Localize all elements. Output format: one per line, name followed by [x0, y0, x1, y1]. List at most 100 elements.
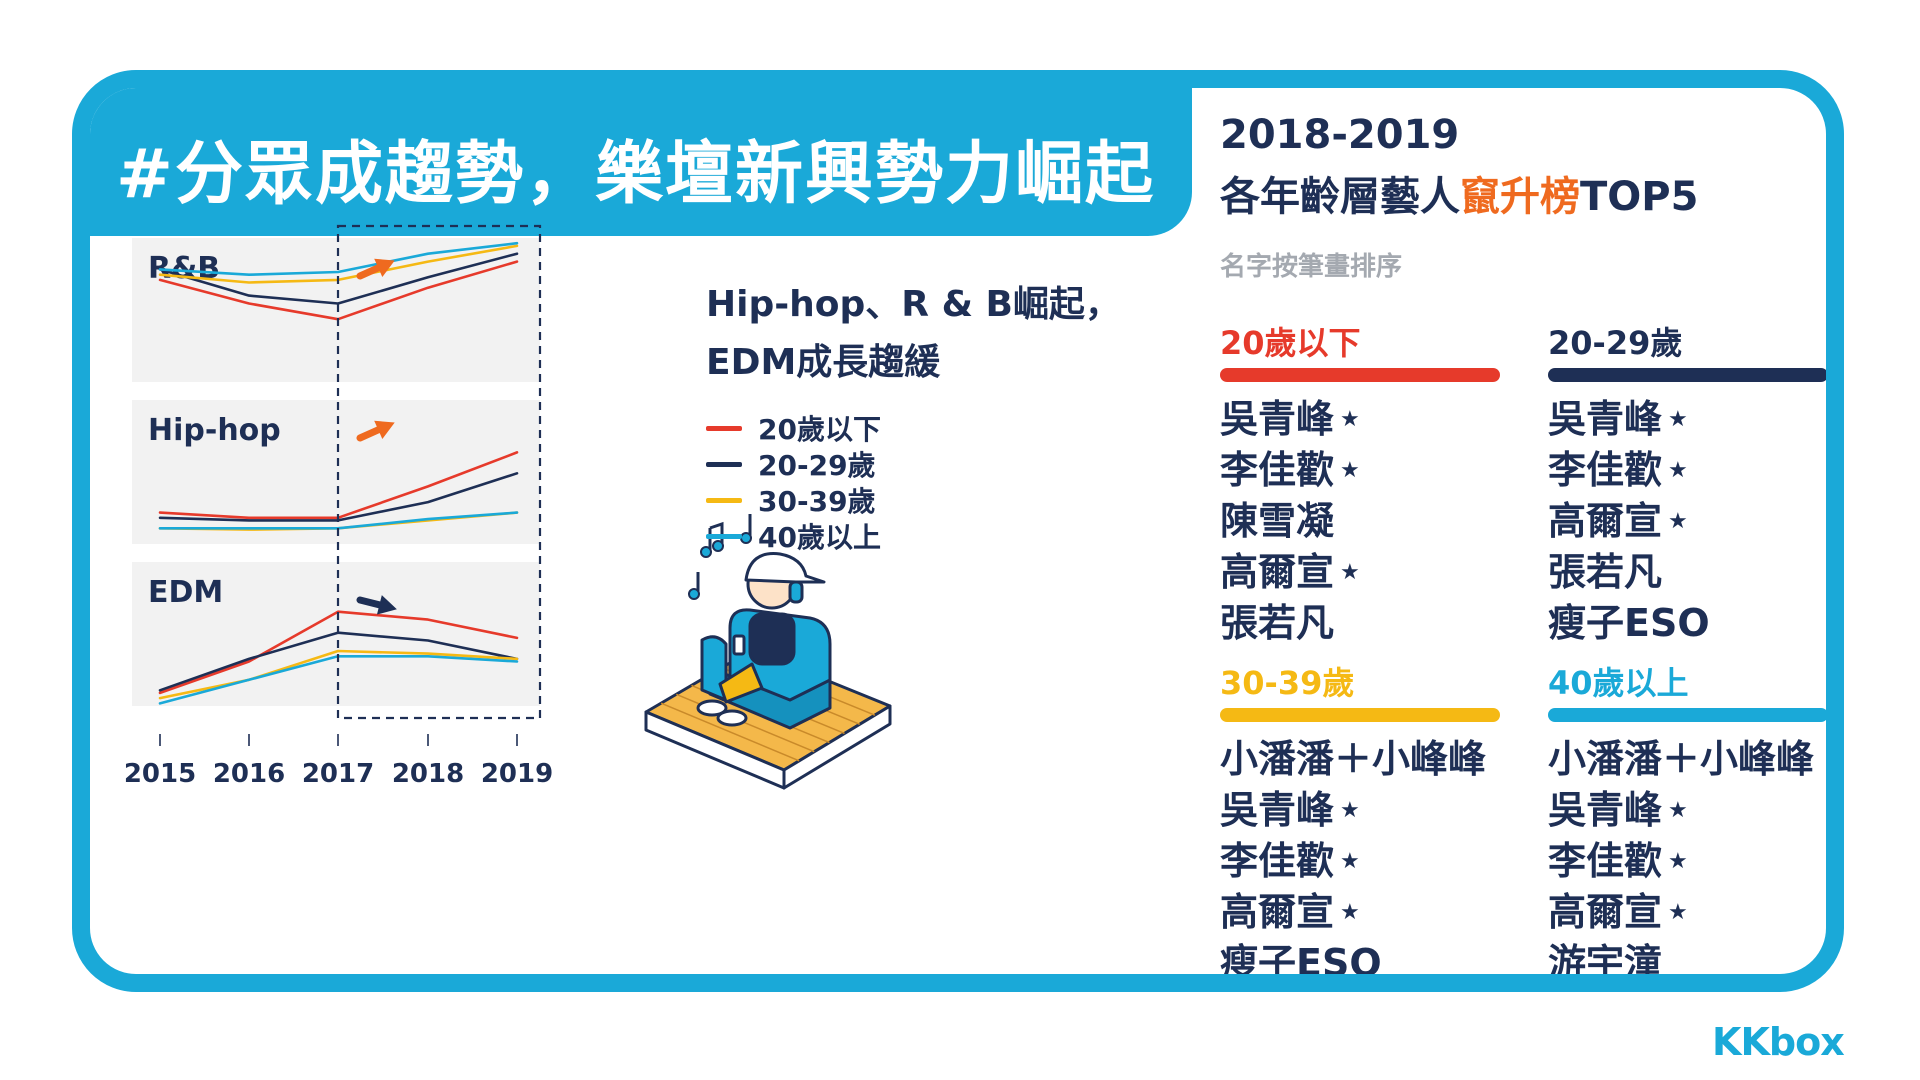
artist-item: 瘦子ESO — [1548, 598, 1826, 649]
artist-name: 瘦子ESO — [1220, 941, 1382, 985]
x-tick-label: 2017 — [302, 759, 374, 789]
series-line — [158, 241, 519, 276]
artist-name: 高爾宣 — [1548, 890, 1663, 934]
artist-item: 吳青峰 ★ — [1220, 785, 1520, 836]
legend-item: 20歲以下 — [706, 410, 881, 446]
legend-item: 20-29歲 — [706, 446, 881, 482]
artist-name: 小潘潘＋小峰峰 — [1548, 737, 1815, 781]
age-group-bar — [1220, 368, 1500, 382]
star-icon: ★ — [1340, 849, 1360, 874]
trend-arrow-shaft — [356, 424, 386, 442]
artist-item: 高爾宣 ★ — [1548, 496, 1826, 547]
star-icon: ★ — [1668, 849, 1688, 874]
artist-name: 游宇潼 — [1548, 941, 1663, 985]
age-group-column: 40歲以上 小潘潘＋小峰峰 吳青峰 ★ 李佳歡 ★ 高爾宣 ★ 游宇潼 — [1548, 658, 1826, 985]
legend-item: 30-39歲 — [706, 482, 881, 518]
artist-item: 陳雪凝 — [1220, 496, 1520, 547]
legend-label: 40歲以上 — [758, 521, 881, 554]
series-line — [158, 610, 519, 695]
artist-item: 高爾宣 ★ — [1220, 887, 1520, 938]
trend-arrow-head — [376, 595, 397, 615]
x-tick-label: 2018 — [392, 759, 464, 789]
person-leg — [718, 662, 764, 704]
person-cap — [744, 552, 826, 584]
artist-item: 張若凡 — [1548, 547, 1826, 598]
music-note-head — [712, 540, 724, 552]
chart-legend: 20歲以下 20-29歲 30-39歲 40歲以上 — [706, 410, 881, 554]
ranking-title: 各年齡層藝人竄升榜TOP5 — [1220, 164, 1698, 222]
artist-name: 李佳歡 — [1548, 448, 1663, 492]
trend-arrow — [356, 420, 395, 442]
artist-item: 瘦子ESO — [1220, 938, 1520, 985]
age-group-label: 30-39歲 — [1220, 664, 1355, 702]
music-note-head — [688, 588, 700, 600]
artist-name: 李佳歡 — [1548, 839, 1663, 883]
artist-item: 游宇潼 — [1548, 938, 1826, 985]
artist-name: 李佳歡 — [1220, 839, 1335, 883]
artist-item: 高爾宣 ★ — [1220, 547, 1520, 598]
star-icon: ★ — [1668, 458, 1688, 483]
trend-arrow — [356, 258, 395, 280]
series-line — [158, 252, 519, 305]
person-torso — [748, 612, 796, 666]
wood-platform-side — [782, 704, 892, 790]
artist-item: 高爾宣 ★ — [1548, 887, 1826, 938]
shoe — [716, 709, 748, 727]
x-tick-label: 2019 — [481, 759, 553, 789]
artist-item: 吳青峰 ★ — [1548, 394, 1826, 445]
artist-name: 高爾宣 — [1548, 499, 1663, 543]
star-icon: ★ — [1340, 560, 1360, 585]
age-group-label: 40歲以上 — [1548, 664, 1689, 702]
trend-arrow — [356, 595, 397, 615]
legend-swatch — [706, 497, 742, 503]
star-icon: ★ — [1668, 407, 1688, 432]
sort-note: 名字按筆畫排序 — [1220, 252, 1403, 282]
legend-item: 40歲以上 — [706, 518, 881, 554]
artist-item: 吳青峰 ★ — [1220, 394, 1520, 445]
headphones-cup — [788, 580, 804, 604]
star-icon: ★ — [1340, 407, 1360, 432]
chart-subhead: Hip-hop、R & B崛起， EDM成長趨緩 — [706, 276, 1121, 392]
ranking-title-pre: 各年齡層藝人 — [1220, 174, 1460, 220]
artist-name: 張若凡 — [1220, 601, 1335, 645]
artist-name: 吳青峰 — [1220, 788, 1335, 832]
ranking-title-highlight: 竄升榜 — [1460, 174, 1580, 220]
panel-background — [132, 238, 540, 382]
trend-arrow-head — [374, 258, 395, 278]
artist-name: 吳青峰 — [1548, 788, 1663, 832]
artist-name: 吳青峰 — [1220, 397, 1335, 441]
x-tick-label: 2015 — [124, 759, 196, 789]
age-group-bar — [1548, 708, 1826, 722]
kkbox-logo: KKbox — [1712, 1020, 1845, 1064]
phone — [732, 634, 746, 656]
age-group-bar — [1548, 368, 1826, 382]
artist-item: 李佳歡 ★ — [1220, 836, 1520, 887]
listener-illustration — [644, 514, 892, 790]
artist-name: 瘦子ESO — [1548, 601, 1710, 645]
panel-label: R&B — [148, 251, 220, 286]
artist-name: 吳青峰 — [1548, 397, 1663, 441]
legend-swatch — [706, 533, 742, 539]
artist-name: 高爾宣 — [1220, 550, 1335, 594]
trend-arrow-shaft — [356, 262, 386, 280]
artist-name: 張若凡 — [1548, 550, 1663, 594]
age-group-column: 30-39歲 小潘潘＋小峰峰 吳青峰 ★ 李佳歡 ★ 高爾宣 ★ 瘦子ESO — [1220, 658, 1520, 985]
age-group-bar — [1220, 708, 1500, 722]
age-group-column: 20-29歲 吳青峰 ★ 李佳歡 ★ 高爾宣 ★ 張若凡 瘦子ESO — [1548, 318, 1826, 649]
plank-line — [660, 702, 800, 762]
legend-label: 20歲以下 — [758, 413, 881, 446]
music-note-head — [700, 546, 712, 558]
artist-item: 張若凡 — [1220, 598, 1520, 649]
artist-name: 李佳歡 — [1220, 448, 1335, 492]
subhead-line-2: EDM成長趨緩 — [706, 342, 941, 383]
ranking-title-years: 2018-2019 — [1220, 112, 1460, 158]
star-icon: ★ — [1668, 900, 1688, 925]
age-group-label: 20-29歲 — [1548, 324, 1683, 362]
highlight-box — [336, 224, 542, 720]
age-group-label: 20歲以下 — [1220, 324, 1361, 362]
artist-item: 李佳歡 ★ — [1548, 445, 1826, 496]
artist-item: 李佳歡 ★ — [1548, 836, 1826, 887]
ranking-title-post: TOP5 — [1580, 174, 1699, 220]
artist-name: 陳雪凝 — [1220, 499, 1335, 543]
panel-label: Hip-hop — [148, 413, 281, 448]
